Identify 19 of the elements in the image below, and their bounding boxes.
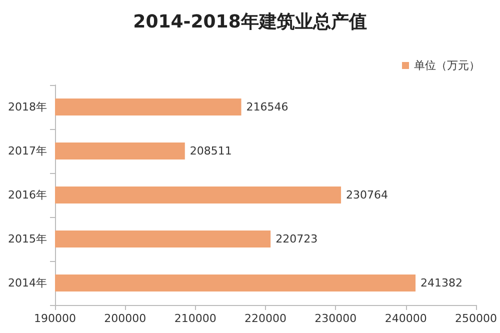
data-label: 230764 bbox=[346, 188, 388, 202]
y-tick-label: 2014年 bbox=[8, 276, 47, 290]
data-label: 216546 bbox=[246, 100, 288, 114]
x-tick-label: 250000 bbox=[455, 312, 498, 325]
chart-title: 2014-2018年建筑业总产值 bbox=[133, 12, 367, 32]
x-tick-label: 200000 bbox=[104, 312, 146, 325]
x-tick-label: 210000 bbox=[174, 312, 216, 325]
data-label: 208511 bbox=[190, 144, 232, 158]
y-tick-label: 2018年 bbox=[8, 100, 47, 114]
x-tick-label: 230000 bbox=[314, 312, 357, 325]
legend-label: 单位（万元） bbox=[414, 59, 480, 72]
data-label: 241382 bbox=[420, 276, 463, 290]
y-tick-label: 2017年 bbox=[8, 144, 47, 158]
x-tick-label: 190000 bbox=[34, 312, 76, 325]
x-tick-label: 240000 bbox=[384, 312, 427, 325]
y-tick-label: 2015年 bbox=[8, 232, 47, 246]
data-label: 220723 bbox=[276, 232, 318, 246]
x-tick-label: 220000 bbox=[244, 312, 286, 325]
y-tick-label: 2016年 bbox=[8, 188, 47, 202]
